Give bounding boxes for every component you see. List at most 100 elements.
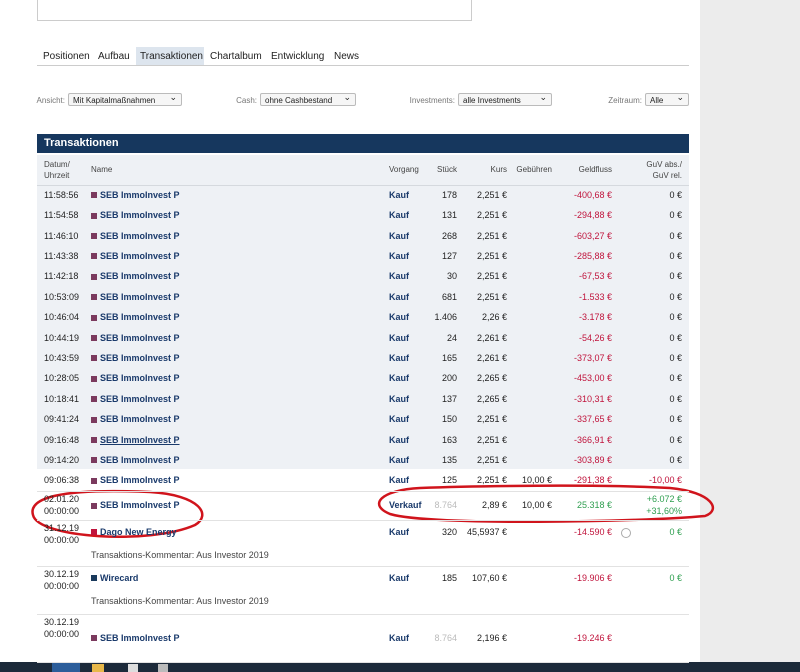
time: 09:06:38 [44,475,80,486]
taskbar-icon[interactable] [52,663,80,672]
profit-loss: 0 € [669,352,682,363]
color-square [91,233,97,239]
price: 2,89 € [481,500,507,510]
investment-name[interactable]: SEB ImmoInvest P [100,312,180,323]
cashflow: -19.906 € [573,572,612,583]
color-square [91,457,97,464]
transaction-type: Kauf [389,291,409,302]
profit-loss: 0 € [669,271,682,282]
investment-name[interactable]: SEB ImmoInvest P [100,373,180,384]
comment: Transaktions-Kommentar: Aus Investor 201… [91,595,269,606]
investment-name[interactable]: SEB ImmoInvest P [100,332,180,343]
column-header: Vorgang [389,164,419,174]
color-square [91,502,97,509]
investment-name[interactable]: SEB ImmoInvest P [100,475,180,486]
taskbar-icon[interactable] [92,664,104,672]
transaction-type: Verkauf [389,500,422,510]
tab-line [37,65,689,66]
profit-loss: 0 € [669,230,682,241]
taskbar-icon[interactable] [158,664,168,672]
investment-name[interactable]: SEB ImmoInvest P [100,352,180,363]
profit-loss: 0 € [669,572,682,583]
transaction-type: Kauf [389,312,409,323]
transaction-type: Kauf [389,475,409,486]
price: 45,5937 € [466,526,507,537]
price: 2,251 € [476,454,507,465]
profit-loss: 0 € [669,393,682,404]
filter-select[interactable]: Mit Kapitalmaßnahmen [68,91,182,106]
cashflow: -603,27 € [573,230,612,241]
qty: 131 [441,210,457,221]
time: 10:43:59 [44,352,80,363]
column-header: Kurs [490,164,507,174]
comment: Transaktions-Kommentar: Aus Investor 201… [91,549,269,560]
color-square [91,355,97,362]
cashflow: -303,89 € [573,454,612,465]
qty: 127 [441,250,457,261]
tab[interactable]: Entwicklung [271,50,325,62]
time: 10:53:09 [44,291,80,302]
investment-name[interactable]: SEB ImmoInvest P [100,250,180,261]
tab[interactable]: Aufbau [98,50,130,62]
time: 11:43:38 [44,250,79,261]
investment-name[interactable]: SEB ImmoInvest P [100,393,180,404]
transaction-type: Kauf [389,250,409,261]
investment-name[interactable]: SEB ImmoInvest P [100,230,180,241]
tab[interactable]: Chartalbum [210,50,262,62]
price: 2,265 € [476,393,507,404]
column-header: GuV abs./ GuV rel. [646,159,682,180]
price: 2,26 € [481,312,507,323]
investment-name[interactable]: SEB ImmoInvest P [100,632,180,643]
color-square [91,575,97,581]
color-square [91,294,97,301]
investment-name[interactable]: SEB ImmoInvest P [100,291,180,302]
qty: 24 [446,332,457,343]
transaction-type: Kauf [389,352,409,363]
cashflow: -337,65 € [573,414,612,425]
price: 2,251 € [476,210,507,221]
tab[interactable]: News [334,50,360,62]
profit-loss: 0 € [669,414,682,425]
taskbar-icon[interactable] [128,664,138,672]
filter-select[interactable]: alle Investments [458,91,552,106]
investment-name[interactable]: SEB ImmoInvest P [100,454,180,465]
filter-select[interactable]: Alle [645,91,689,106]
time: 10:44:19 [44,332,80,343]
transaction-type: Kauf [389,526,409,537]
qty: 681 [441,291,457,302]
investment-name[interactable]: SEB ImmoInvest P [100,500,180,510]
investment-name[interactable]: SEB ImmoInvest P [100,189,180,200]
qty: 30 [446,271,457,282]
price: 2,251 € [476,291,507,302]
investment-name[interactable]: SEB ImmoInvest P [100,434,180,445]
qty: 185 [441,572,457,583]
investment-name[interactable]: SEB ImmoInvest P [100,271,180,282]
color-square [91,635,97,641]
date: 31.12.19 [44,522,80,533]
transaction-type: Kauf [389,414,409,425]
price: 2,261 € [476,352,507,363]
qty: 8.764 [434,632,457,643]
qty: 200 [441,373,457,384]
investment-name[interactable]: SEB ImmoInvest P [100,414,180,425]
filter-select[interactable]: ohne Cashbestand [260,91,356,106]
color-square [91,335,97,341]
investment-name[interactable]: Dago New Energy [100,526,177,537]
time: 00:00:00 [44,534,80,545]
column-header: Datum/ Uhrzeit [44,159,70,180]
time: 11:58:56 [44,189,79,200]
cashflow: -453,00 € [573,373,612,384]
row-line [37,566,689,567]
time: 10:46:04 [44,312,80,323]
color-square [91,416,97,423]
cashflow: 25.318 € [576,500,612,510]
color-square [91,273,97,280]
tab[interactable]: Positionen [43,50,90,62]
investment-name[interactable]: SEB ImmoInvest P [100,210,180,221]
profit-loss: 0 € [669,373,682,384]
tab[interactable]: Transaktionen [140,50,203,62]
qty: 125 [441,475,457,486]
table-header-bar [37,134,689,153]
transaction-type: Kauf [389,210,409,221]
investment-name[interactable]: Wirecard [100,572,139,583]
